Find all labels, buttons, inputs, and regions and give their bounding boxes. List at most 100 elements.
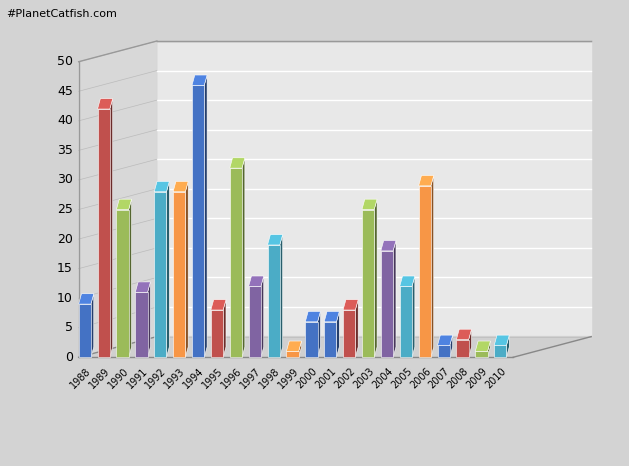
- Polygon shape: [343, 300, 358, 310]
- Text: 1993: 1993: [163, 366, 187, 391]
- Polygon shape: [362, 210, 374, 357]
- Polygon shape: [494, 335, 509, 345]
- Polygon shape: [97, 99, 113, 109]
- Text: 1998: 1998: [257, 366, 282, 391]
- Text: 5: 5: [65, 321, 73, 334]
- Polygon shape: [286, 351, 299, 357]
- Polygon shape: [230, 158, 245, 168]
- Polygon shape: [242, 158, 245, 357]
- Polygon shape: [280, 235, 282, 357]
- Polygon shape: [135, 292, 148, 357]
- Polygon shape: [192, 75, 207, 85]
- Polygon shape: [154, 181, 169, 192]
- Polygon shape: [129, 199, 131, 357]
- Polygon shape: [135, 282, 150, 292]
- Text: 20: 20: [57, 233, 73, 246]
- Text: 25: 25: [57, 203, 73, 216]
- Polygon shape: [261, 276, 264, 357]
- Polygon shape: [318, 311, 320, 357]
- Polygon shape: [419, 176, 434, 186]
- Text: 45: 45: [57, 85, 73, 98]
- Polygon shape: [438, 345, 450, 357]
- Polygon shape: [431, 176, 434, 357]
- Polygon shape: [487, 341, 491, 357]
- Text: 35: 35: [57, 144, 73, 157]
- Polygon shape: [399, 286, 412, 357]
- Polygon shape: [173, 181, 188, 192]
- Polygon shape: [186, 181, 188, 357]
- Polygon shape: [393, 240, 396, 357]
- Polygon shape: [192, 85, 204, 357]
- Text: 2010: 2010: [484, 366, 508, 391]
- Text: 1994: 1994: [182, 366, 206, 391]
- Text: 2005: 2005: [389, 366, 414, 391]
- Text: 2007: 2007: [427, 366, 452, 391]
- Polygon shape: [324, 322, 337, 357]
- Text: 1997: 1997: [238, 366, 263, 391]
- Text: 2003: 2003: [352, 366, 376, 391]
- Text: 2009: 2009: [465, 366, 489, 391]
- Polygon shape: [476, 341, 491, 351]
- Polygon shape: [154, 192, 167, 357]
- Text: 2006: 2006: [408, 366, 433, 391]
- Polygon shape: [211, 310, 223, 357]
- Polygon shape: [116, 210, 129, 357]
- Text: 40: 40: [57, 114, 73, 127]
- Polygon shape: [299, 341, 301, 357]
- Polygon shape: [399, 276, 415, 286]
- Text: 1988: 1988: [69, 366, 92, 391]
- Polygon shape: [476, 351, 487, 357]
- Polygon shape: [337, 311, 339, 357]
- Polygon shape: [91, 294, 94, 357]
- Text: 1999: 1999: [276, 366, 301, 391]
- Polygon shape: [79, 41, 157, 357]
- Polygon shape: [116, 199, 131, 210]
- Text: #PlanetCatfish.com: #PlanetCatfish.com: [6, 9, 117, 19]
- Polygon shape: [267, 245, 280, 357]
- Text: 2004: 2004: [370, 366, 395, 391]
- Polygon shape: [324, 311, 339, 322]
- Text: 2001: 2001: [314, 366, 338, 391]
- Polygon shape: [267, 235, 282, 245]
- Text: 0: 0: [65, 351, 73, 364]
- Polygon shape: [248, 286, 261, 357]
- Polygon shape: [157, 41, 591, 336]
- Text: 30: 30: [57, 173, 73, 186]
- Polygon shape: [148, 282, 150, 357]
- Polygon shape: [110, 99, 113, 357]
- Text: 1995: 1995: [201, 366, 225, 391]
- Polygon shape: [211, 300, 226, 310]
- Polygon shape: [506, 335, 509, 357]
- Text: 1989: 1989: [87, 366, 111, 391]
- Polygon shape: [167, 181, 169, 357]
- Polygon shape: [343, 310, 355, 357]
- Polygon shape: [173, 192, 186, 357]
- Polygon shape: [374, 199, 377, 357]
- Polygon shape: [79, 294, 94, 304]
- Polygon shape: [230, 168, 242, 357]
- Polygon shape: [419, 186, 431, 357]
- Text: 1991: 1991: [125, 366, 149, 391]
- Polygon shape: [469, 329, 472, 357]
- Polygon shape: [362, 199, 377, 210]
- Polygon shape: [248, 276, 264, 286]
- Polygon shape: [381, 251, 393, 357]
- Polygon shape: [450, 335, 453, 357]
- Polygon shape: [412, 276, 415, 357]
- Polygon shape: [355, 300, 358, 357]
- Text: 1996: 1996: [220, 366, 244, 391]
- Polygon shape: [305, 311, 320, 322]
- Polygon shape: [79, 304, 91, 357]
- Text: 15: 15: [57, 262, 73, 275]
- Polygon shape: [97, 109, 110, 357]
- Polygon shape: [286, 341, 301, 351]
- Polygon shape: [457, 329, 472, 340]
- Text: 1992: 1992: [144, 366, 169, 391]
- Polygon shape: [204, 75, 207, 357]
- Text: 50: 50: [57, 55, 73, 68]
- Polygon shape: [79, 336, 591, 357]
- Polygon shape: [457, 340, 469, 357]
- Text: 2002: 2002: [333, 366, 357, 391]
- Text: 10: 10: [57, 292, 73, 305]
- Polygon shape: [223, 300, 226, 357]
